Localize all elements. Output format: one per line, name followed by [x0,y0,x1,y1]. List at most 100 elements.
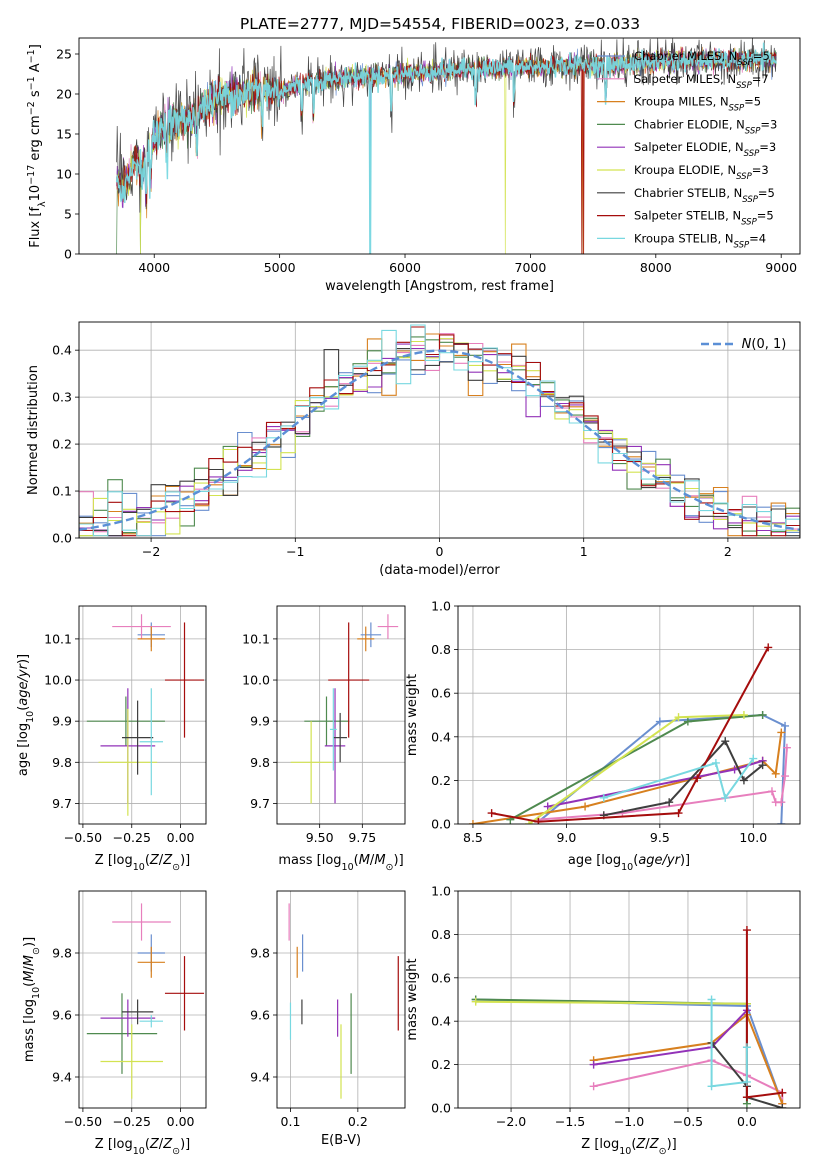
legend-sub: SSP [742,195,758,205]
mass-weight-marker [599,793,608,802]
y-tick-label: 10 [56,167,72,182]
legend-sub: SSP [744,149,760,159]
x-tick-label: 8.5 [463,830,483,845]
x-tick-label: −0.5 [673,1114,703,1129]
x-axis-label: Z [log10(Z/Z⊙)] [95,1137,190,1157]
x-axis-label: Z [log10(Z/Z⊙)] [581,1137,676,1157]
y-tick-label: 10.0 [44,673,72,688]
y-tick-label: 1.0 [431,884,451,899]
label-part: Z [log [95,1137,133,1152]
legend-sub: SSP [745,126,761,136]
legend-tail: =5 [757,209,774,223]
mass-weight-marker [471,997,480,1006]
x-tick-label: 5000 [264,260,296,275]
mass-weight-marker [749,754,758,763]
x-tick-label: −0.50 [64,1114,102,1129]
grid-lines [277,606,405,824]
label-part: ( [145,1137,150,1152]
x-tick-label: 9.50 [306,830,334,845]
mass-weight-marker [674,809,683,818]
x-tick-label: 4000 [138,260,170,275]
mass-weight-marker [742,1043,751,1052]
label-part: erg cm [28,115,43,164]
label-part: mass [log [278,853,341,868]
x-tick-label: −2 [142,544,160,559]
mass-weight-marker [742,1077,751,1086]
y-tick-label: 10.1 [44,631,72,646]
y-tick-label: 9.8 [52,755,72,770]
y-tick-label: 0.0 [431,1101,451,1116]
legend-tail: =3 [752,163,769,177]
label-part: age/yr [638,853,681,868]
plot-area [86,614,205,816]
label-part: Z [162,853,173,868]
legend-tail: =5 [758,186,775,200]
x-tick-label: 8000 [640,260,672,275]
mass-weight-marker [781,721,790,730]
axes-frame [457,890,801,1109]
y-tick-label: 0.1 [52,484,72,499]
mass-weight-marker [589,1082,598,1091]
axes-frame [276,605,406,825]
label-part: 10 [342,862,354,873]
legend-tail: =3 [759,140,776,154]
label-part: 10 [31,987,42,999]
label-part: ⊙ [31,947,42,955]
x-tick-label: 9000 [765,260,797,275]
legend-tail: =4 [749,231,766,245]
plot-area [79,324,800,538]
legend-sub: SSP [729,104,745,114]
mass-weight-marker [674,713,683,722]
x-tick-label: −0.25 [113,830,151,845]
figure-title: PLATE=2777, MJD=54554, FIBERID=0023, z=0… [240,15,640,33]
mass-weight-marker [739,776,748,785]
label-part: M [22,955,37,966]
label-part: ( [22,982,37,987]
mass-weight-marker [781,772,790,781]
legend-sub: SSP [737,58,753,68]
mass-weight-line [475,998,748,1104]
plot-area [288,903,399,1099]
y-tick-label: 9.9 [52,714,72,729]
x-axis-label: (data-model)/error [379,563,500,578]
label-part: age/yr [16,662,31,705]
mass-weight-marker [758,711,767,719]
y-tick-label: 5 [64,207,72,222]
legend-label: Kroupa ELODIE, N [634,163,736,177]
label-part: ⊙ [172,862,180,873]
y-axis-label: age [log10(age/yr)] [16,654,36,776]
mass-weight-marker [730,765,739,774]
x-tick-label: −2.0 [496,1114,526,1129]
y-tick-label: 0.6 [431,686,451,701]
x-tick-label: −0.50 [64,830,102,845]
x-axis-label: Z [log10(Z/Z⊙)] [95,853,190,873]
mass-weight-marker [742,926,751,935]
mass-weight-marker [543,802,552,811]
mass-weight-marker [525,820,534,824]
y-tick-label: 0 [64,247,72,262]
y-tick-label: 0.0 [431,817,451,832]
y-tick-label: 0.3 [52,390,72,405]
y-axis-label: mass weight [405,674,420,756]
legend-label: Chabrier MILES, N [634,49,737,63]
y-tick-label: 9.6 [52,1008,72,1023]
label-part: Z [635,1137,646,1152]
legend-tail: =5 [744,95,761,109]
spectrum-line [115,42,777,254]
label-part: 10 [621,862,633,873]
y-axis-label: mass [log10(M/M⊙)] [22,937,42,1062]
label-part: ⊙ [659,1146,667,1157]
label-part: −1 [26,49,37,63]
label-part: mass [log [22,999,37,1062]
x-tick-label: 0.2 [348,1114,368,1129]
mass-weight-marker [693,774,702,783]
label-part: M [22,971,37,982]
mass-weight-line [745,930,783,1099]
axes-frame [276,890,406,1109]
panel-mass-weight-vs-Z: −2.0 −1.5 −1.0 −0.5 0.0 0.0 0.2 0.4 0.6 0.8 1.0 mas… [405,884,801,1157]
x-tick-label: 7000 [515,260,547,275]
mass-weight-marker [767,787,776,796]
